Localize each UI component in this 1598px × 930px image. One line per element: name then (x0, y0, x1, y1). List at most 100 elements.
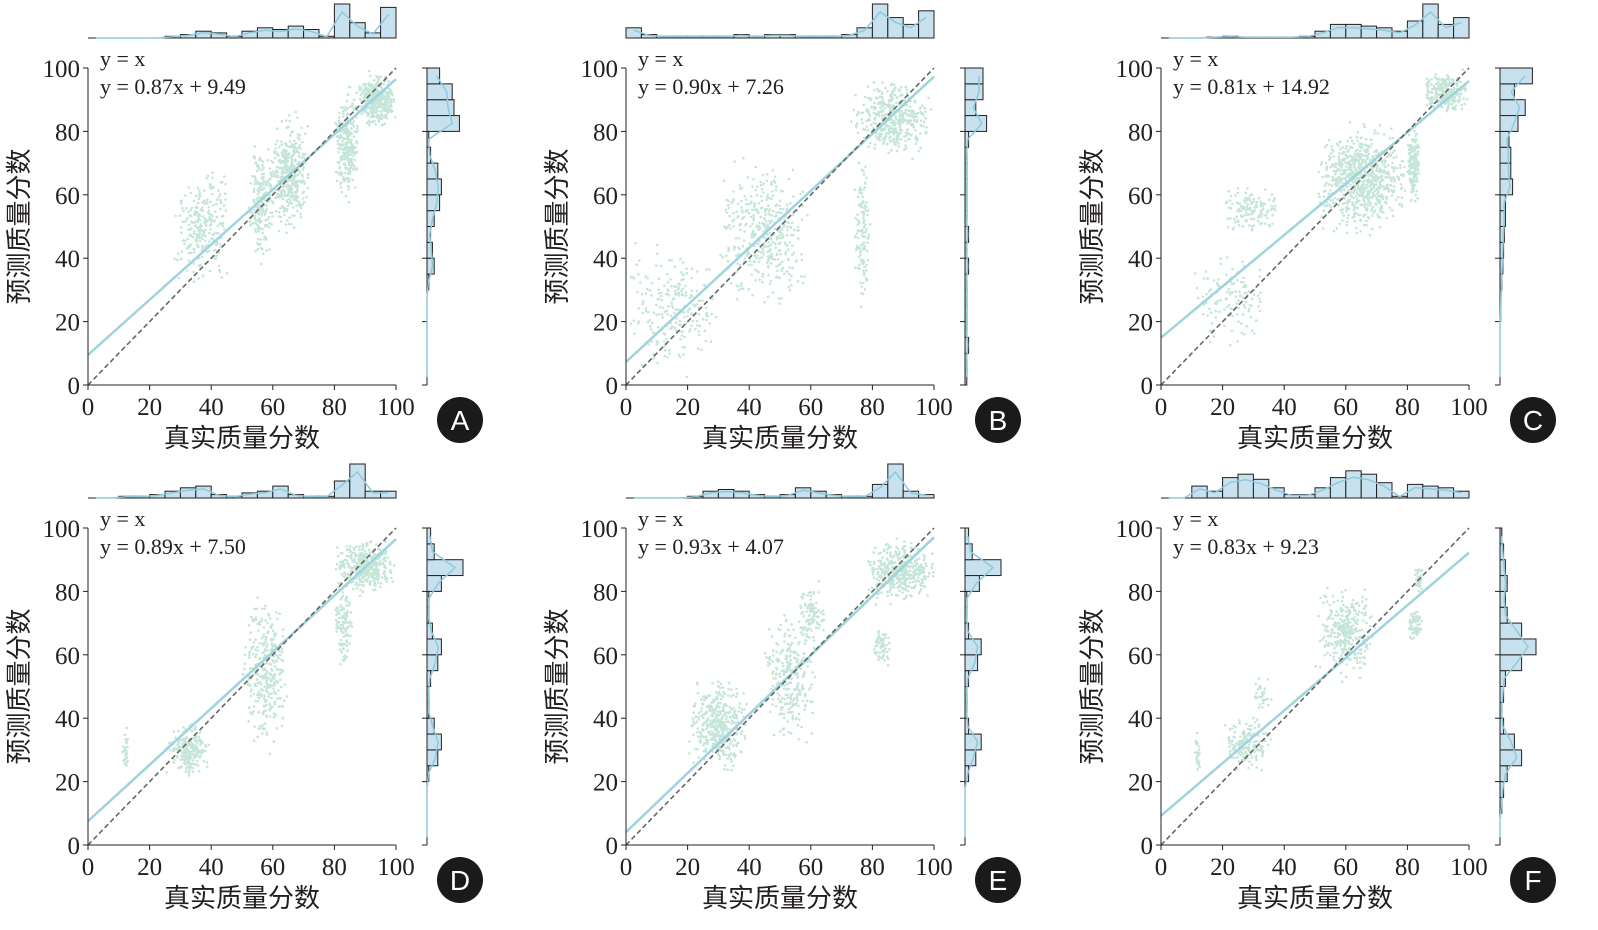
scatter-point (912, 126, 915, 129)
scatter-point (272, 638, 275, 641)
scatter-point (1250, 225, 1254, 228)
scatter-point (922, 125, 925, 128)
scatter-point (1338, 141, 1342, 144)
scatter-point (1433, 75, 1437, 79)
scatter-point (224, 198, 227, 201)
scatter-point (735, 298, 739, 301)
scatter-point (244, 646, 247, 649)
scatter-point (199, 743, 202, 746)
right-histogram (960, 67, 988, 386)
scatter-points (1193, 68, 1469, 347)
scatter-point (189, 745, 193, 748)
scatter-point (695, 303, 698, 306)
scatter-point (206, 765, 209, 769)
scatter-point (258, 724, 262, 728)
scatter-point (1408, 172, 1411, 176)
scatter-point (656, 361, 659, 365)
scatter-point (889, 108, 892, 111)
scatter-point (771, 168, 775, 172)
scatter-point (879, 129, 883, 132)
scatter-point (694, 327, 697, 331)
scatter-point (1344, 147, 1348, 150)
scatter-point (365, 93, 368, 97)
scatter-point (1261, 207, 1265, 211)
scatter-point (1319, 163, 1323, 166)
scatter-point (696, 347, 700, 351)
scatter-point (1266, 209, 1270, 212)
scatter-point (765, 195, 769, 199)
scatter-point (368, 83, 372, 87)
scatter-point (1332, 229, 1336, 233)
scatter-point (254, 653, 258, 656)
scatter-point (294, 196, 298, 200)
scatter-point (1237, 306, 1240, 310)
scatter-point (726, 259, 730, 263)
scatter-point (774, 246, 777, 249)
scatter-point (638, 259, 641, 262)
scatter-point (737, 237, 741, 240)
scatter-point (273, 702, 277, 706)
scatter-point (1415, 152, 1419, 156)
scatter-point (1409, 143, 1412, 147)
scatter-point (1376, 195, 1379, 198)
scatter-point (271, 170, 275, 173)
scatter-point (1413, 180, 1417, 183)
scatter-point (899, 94, 902, 98)
scatter-point (1375, 160, 1378, 164)
scatter-point (760, 255, 764, 259)
scatter-point (893, 93, 897, 97)
scatter-point (268, 194, 272, 197)
x-tick-label: 80 (1395, 394, 1420, 421)
scatter-point (783, 241, 787, 245)
scatter-point (703, 329, 707, 333)
scatter-point (875, 113, 878, 116)
scatter-point (894, 86, 897, 90)
scatter-point (280, 204, 284, 208)
scatter-point (1366, 216, 1370, 219)
scatter-point (1437, 77, 1441, 81)
scatter-point (876, 102, 880, 106)
scatter-point (201, 274, 205, 278)
scatter-point (187, 259, 191, 262)
scatter-point (1435, 92, 1438, 95)
scatter-point (690, 289, 694, 292)
scatter-point (379, 75, 383, 79)
scatter-point (769, 221, 772, 225)
scatter-point (264, 182, 268, 186)
scatter-point (661, 306, 665, 310)
scatter-point (285, 231, 288, 234)
scatter-point (1342, 150, 1345, 154)
scatter-point (256, 622, 259, 626)
scatter-point (767, 274, 770, 277)
scatter-point (904, 146, 908, 150)
scatter-point (856, 113, 860, 116)
scatter-point (1339, 147, 1342, 151)
scatter-point (339, 174, 343, 177)
scatter-point (1345, 223, 1348, 227)
scatter-point (905, 91, 909, 95)
scatter-point (165, 771, 168, 774)
scatter-point (179, 202, 183, 205)
scatter-point (1438, 83, 1442, 86)
scatter-point (1363, 149, 1366, 152)
scatter-point (655, 313, 658, 317)
scatter-point (122, 750, 125, 753)
kde-curve (426, 75, 454, 378)
scatter-point (1325, 181, 1328, 185)
scatter-point (1414, 159, 1417, 163)
scatter-point (775, 252, 779, 256)
scatter-point (1244, 285, 1248, 288)
scatter-point (881, 142, 885, 145)
scatter-point (1466, 98, 1469, 101)
scatter-point (1229, 194, 1233, 198)
scatter-point (887, 105, 890, 108)
panel-label: B (989, 405, 1008, 436)
scatter-point (375, 114, 379, 117)
scatter-point (660, 313, 664, 316)
scatter-point (194, 725, 197, 729)
scatter-point (927, 96, 930, 100)
scatter-point (265, 703, 268, 707)
scatter-point (188, 245, 191, 249)
scatter-point (125, 726, 129, 730)
scatter-point (189, 751, 192, 754)
